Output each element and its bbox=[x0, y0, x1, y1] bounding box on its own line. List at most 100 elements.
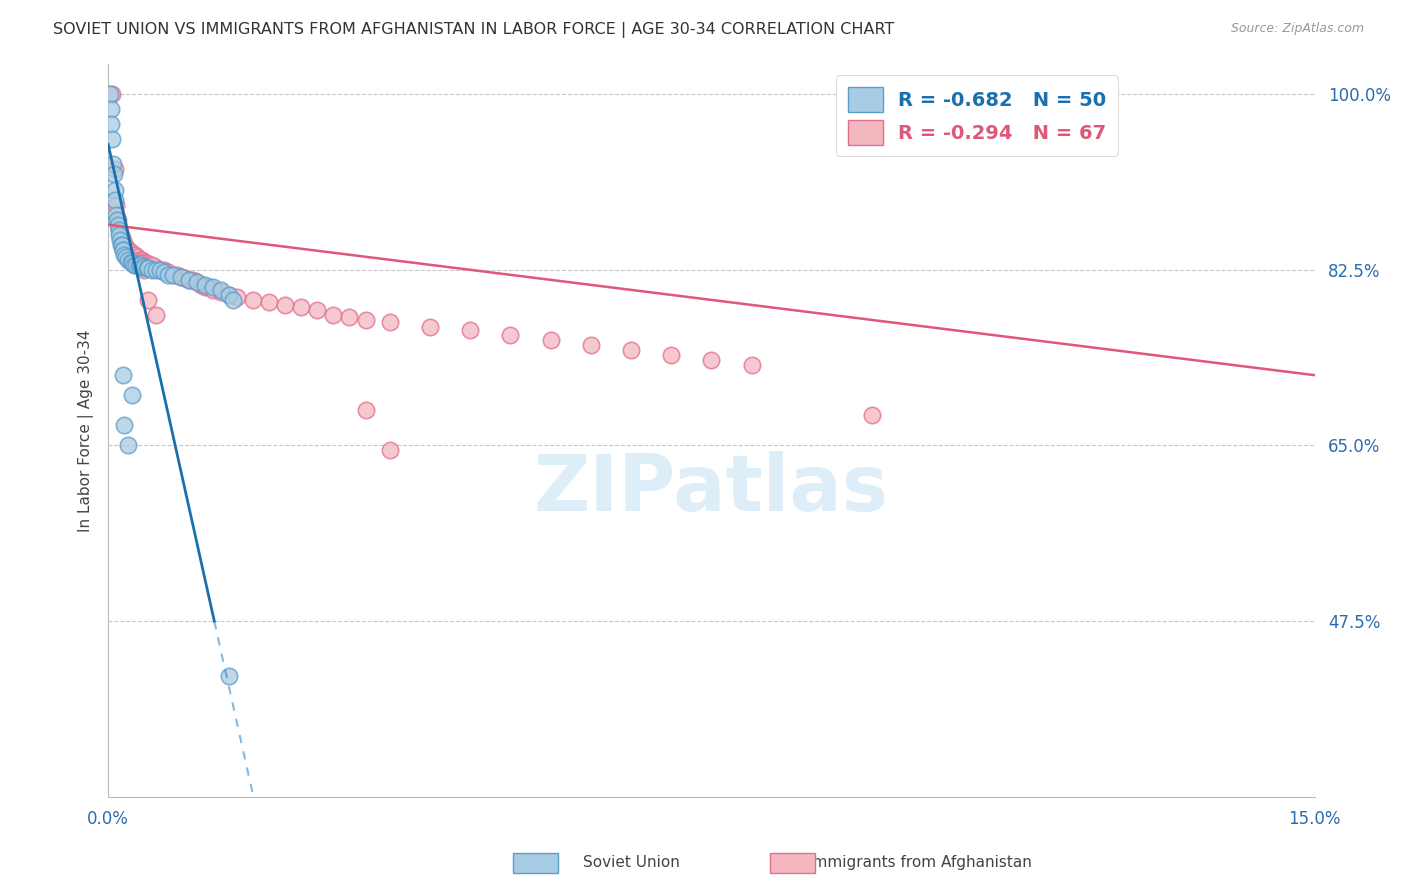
Point bbox=[101, 87, 124, 102]
Point bbox=[145, 308, 167, 322]
Point bbox=[98, 87, 121, 102]
Point bbox=[242, 293, 264, 307]
Point bbox=[145, 262, 167, 277]
Point bbox=[177, 273, 200, 287]
Point bbox=[153, 265, 176, 279]
Point bbox=[290, 300, 312, 314]
Text: Source: ZipAtlas.com: Source: ZipAtlas.com bbox=[1230, 22, 1364, 36]
Point bbox=[138, 258, 160, 272]
Point bbox=[499, 328, 522, 343]
Point bbox=[378, 315, 401, 329]
Point bbox=[540, 333, 562, 347]
Point bbox=[121, 256, 143, 270]
Point bbox=[162, 268, 184, 282]
Point bbox=[135, 260, 157, 275]
Point bbox=[127, 250, 149, 264]
Y-axis label: In Labor Force | Age 30-34: In Labor Force | Age 30-34 bbox=[79, 329, 94, 532]
Point bbox=[117, 243, 139, 257]
Point bbox=[115, 240, 138, 254]
Point bbox=[579, 338, 602, 352]
Point bbox=[157, 265, 180, 279]
Point bbox=[173, 270, 195, 285]
Point bbox=[138, 260, 160, 275]
Point bbox=[121, 248, 143, 262]
Point bbox=[112, 237, 135, 252]
Point bbox=[128, 258, 150, 272]
Point bbox=[101, 157, 124, 171]
Point bbox=[111, 243, 134, 257]
Point bbox=[129, 258, 152, 272]
Point bbox=[209, 283, 232, 297]
Point bbox=[141, 258, 163, 272]
Point bbox=[201, 283, 224, 297]
Point bbox=[100, 102, 122, 116]
Point bbox=[166, 268, 188, 282]
Point bbox=[107, 222, 129, 236]
Point bbox=[104, 182, 127, 196]
Point bbox=[143, 260, 166, 274]
Point bbox=[190, 277, 212, 292]
Point bbox=[162, 268, 184, 282]
Point bbox=[186, 275, 208, 289]
Point bbox=[659, 348, 682, 362]
Point bbox=[112, 248, 135, 262]
Point bbox=[419, 320, 441, 334]
Point bbox=[741, 358, 763, 372]
Point bbox=[307, 302, 329, 317]
Point bbox=[135, 256, 157, 270]
Point bbox=[111, 233, 134, 247]
Point bbox=[620, 343, 643, 357]
Point bbox=[122, 258, 145, 272]
Point bbox=[111, 237, 134, 252]
Point bbox=[117, 252, 139, 267]
Point bbox=[354, 403, 377, 417]
Text: Soviet Union: Soviet Union bbox=[583, 855, 681, 870]
Point bbox=[121, 252, 143, 267]
Point bbox=[107, 212, 129, 227]
Point bbox=[111, 368, 134, 383]
Point bbox=[339, 310, 361, 324]
Point bbox=[257, 294, 280, 309]
Point bbox=[134, 262, 156, 277]
Point bbox=[104, 162, 127, 177]
Point bbox=[201, 280, 224, 294]
Point bbox=[218, 669, 240, 683]
Point bbox=[225, 290, 247, 304]
Point bbox=[209, 285, 232, 299]
Point bbox=[197, 280, 219, 294]
Point bbox=[103, 168, 125, 182]
Point bbox=[169, 269, 191, 284]
Point bbox=[169, 269, 191, 284]
Point bbox=[134, 260, 156, 274]
Text: Immigrants from Afghanistan: Immigrants from Afghanistan bbox=[808, 855, 1032, 870]
Point bbox=[110, 233, 132, 247]
Point bbox=[125, 258, 148, 272]
Point bbox=[218, 288, 240, 302]
Point bbox=[120, 244, 142, 259]
Point bbox=[105, 197, 128, 211]
Point bbox=[100, 117, 122, 131]
Point bbox=[115, 250, 138, 264]
Text: SOVIET UNION VS IMMIGRANTS FROM AFGHANISTAN IN LABOR FORCE | AGE 30-34 CORRELATI: SOVIET UNION VS IMMIGRANTS FROM AFGHANIS… bbox=[53, 22, 894, 38]
Point bbox=[194, 280, 217, 294]
Point bbox=[125, 258, 148, 272]
Point bbox=[131, 260, 153, 274]
Point bbox=[700, 353, 723, 368]
Legend: R = -0.682   N = 50, R = -0.294   N = 67: R = -0.682 N = 50, R = -0.294 N = 67 bbox=[837, 75, 1118, 156]
Point bbox=[157, 268, 180, 282]
Point bbox=[129, 252, 152, 267]
Point bbox=[354, 313, 377, 327]
Point bbox=[110, 227, 132, 242]
Point bbox=[105, 212, 128, 227]
Point bbox=[145, 260, 167, 275]
Point bbox=[181, 273, 204, 287]
Point bbox=[108, 227, 131, 242]
Point bbox=[378, 443, 401, 458]
Point bbox=[110, 237, 132, 252]
Point bbox=[141, 260, 163, 274]
Point bbox=[117, 438, 139, 452]
Point bbox=[129, 256, 152, 270]
Point bbox=[124, 248, 146, 262]
Point bbox=[222, 293, 245, 307]
Point bbox=[101, 132, 124, 146]
